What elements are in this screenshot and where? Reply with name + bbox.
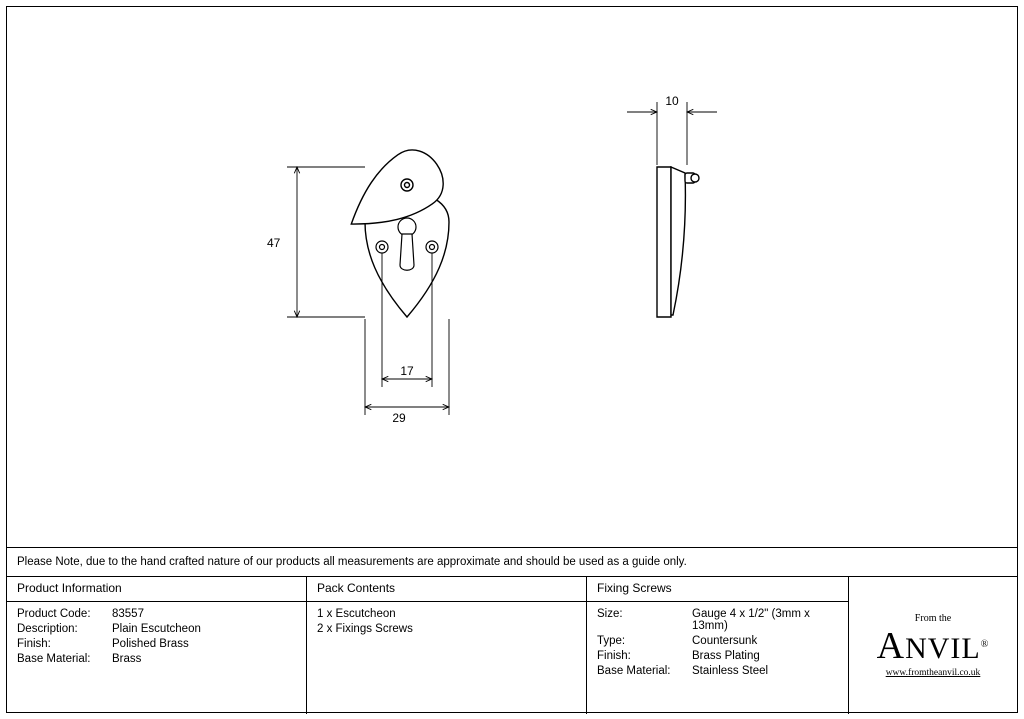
dim-height: 47 xyxy=(267,236,281,250)
fs-type: Countersunk xyxy=(692,635,838,647)
drawing-area: 47 29 17 10 xyxy=(7,7,1017,547)
side-view xyxy=(657,167,699,317)
pi-desc-label: Description: xyxy=(17,623,112,635)
hdr-pack-contents: Pack Contents xyxy=(307,577,586,602)
logo-from: From the xyxy=(877,613,990,624)
fs-base-label: Base Material: xyxy=(597,665,692,677)
logo-url: www.fromtheanvil.co.uk xyxy=(877,668,990,678)
logo-reg: ® xyxy=(981,639,990,650)
dimensions: 47 29 17 10 xyxy=(267,94,717,425)
fs-finish-label: Finish: xyxy=(597,650,692,662)
dim-depth: 10 xyxy=(665,94,679,108)
fs-base: Stainless Steel xyxy=(692,665,838,677)
pi-finish: Polished Brass xyxy=(112,638,296,650)
pi-base-label: Base Material: xyxy=(17,653,112,665)
pi-base: Brass xyxy=(112,653,296,665)
pack-item-1: 1 x Escutcheon xyxy=(317,608,576,620)
front-view xyxy=(334,140,454,317)
col-fixing-screws: Fixing Screws Size:Gauge 4 x 1/2" (3mm x… xyxy=(587,577,849,714)
logo-first-letter: A xyxy=(877,625,905,667)
hdr-product-info: Product Information xyxy=(7,577,306,602)
logo-rest: NVIL xyxy=(905,632,981,665)
pack-item-2: 2 x Fixings Screws xyxy=(317,623,576,635)
fs-size: Gauge 4 x 1/2" (3mm x 13mm) xyxy=(692,608,838,632)
pi-desc: Plain Escutcheon xyxy=(112,623,296,635)
brand-logo: From the ANVIL® www.fromtheanvil.co.uk xyxy=(877,613,990,678)
dim-width-inner: 17 xyxy=(400,364,414,378)
fs-size-label: Size: xyxy=(597,608,692,632)
note-bar: Please Note, due to the hand crafted nat… xyxy=(7,547,1017,577)
hdr-fixing-screws: Fixing Screws xyxy=(587,577,848,602)
fs-type-label: Type: xyxy=(597,635,692,647)
technical-drawing-svg: 47 29 17 10 xyxy=(7,7,1019,547)
pi-code: 83557 xyxy=(112,608,296,620)
pi-finish-label: Finish: xyxy=(17,638,112,650)
fs-finish: Brass Plating xyxy=(692,650,838,662)
drawing-sheet: 47 29 17 10 Please Note, due to t xyxy=(6,6,1018,713)
col-logo: From the ANVIL® www.fromtheanvil.co.uk xyxy=(849,577,1017,714)
col-pack-contents: Pack Contents 1 x Escutcheon 2 x Fixings… xyxy=(307,577,587,714)
pi-code-label: Product Code: xyxy=(17,608,112,620)
dim-width-outer: 29 xyxy=(392,411,406,425)
note-text: Please Note, due to the hand crafted nat… xyxy=(17,556,687,568)
col-product-info: Product Information Product Code:83557 D… xyxy=(7,577,307,714)
info-table: Product Information Product Code:83557 D… xyxy=(7,577,1017,714)
